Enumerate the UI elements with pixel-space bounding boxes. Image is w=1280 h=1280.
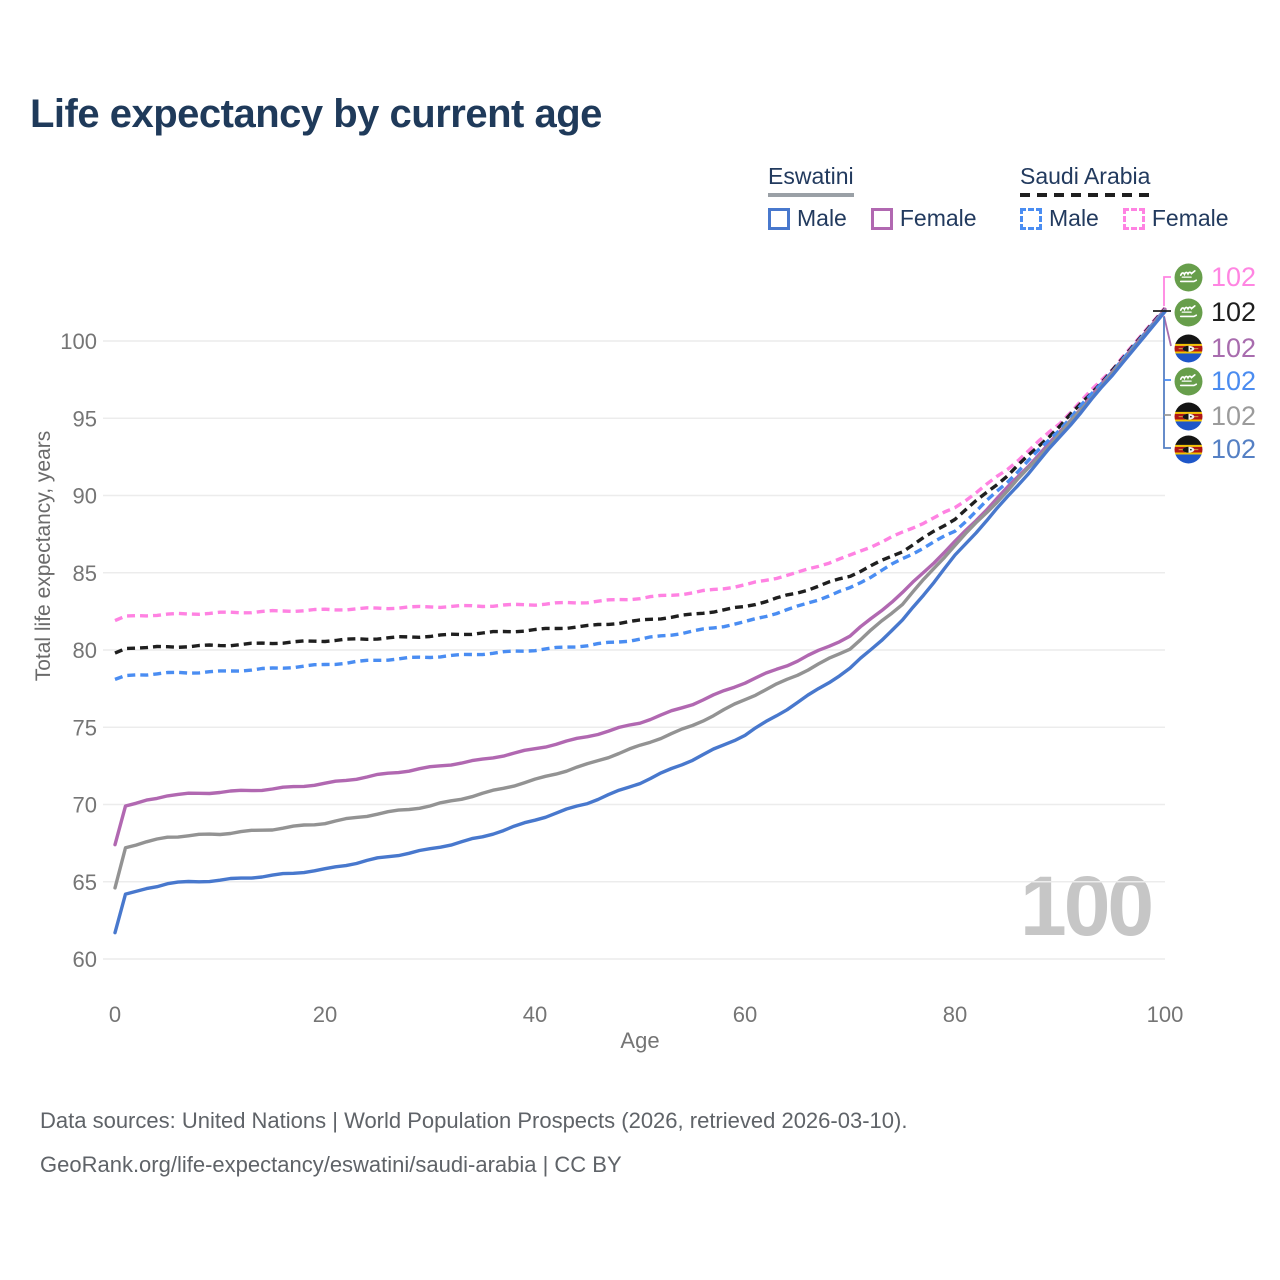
legend-item-saudi-arabia-female[interactable]: Female [1122,205,1229,232]
flag-icon-eswatini [1174,402,1203,430]
legend-country-saudi-arabia-label: Saudi Arabia [1020,163,1151,189]
x-tick-label: 0 [109,1002,121,1027]
end-value: 102 [1211,261,1257,292]
x-tick-label: 100 [1147,1002,1184,1027]
legend-item-label: Female [1151,205,1229,231]
end-value: 102 [1211,296,1257,327]
x-axis-title: Age [620,1028,660,1053]
y-tick-label: 70 [73,793,97,818]
end-value: 102 [1211,365,1257,396]
end-label-row-eswatini-total: 102 [1174,401,1256,431]
legend-item-eswatini-female[interactable]: Female [870,205,977,232]
legend-item-saudi-arabia-male[interactable]: Male [1020,205,1099,232]
page-title: Life expectancy by current age [30,92,602,136]
legend-item-label: Female [899,205,977,231]
data-sources-text: Data sources: United Nations | World Pop… [40,1108,908,1133]
end-value: 102 [1211,433,1257,464]
legend-item-eswatini-male[interactable]: Male [768,205,847,232]
end-label-row-eswatini-female: 102 [1174,333,1256,363]
x-tick-label: 80 [943,1002,967,1027]
series-line-saudi-arabia-male [114,308,1167,681]
legend-swatch-saudi-arabia-male[interactable] [1020,207,1042,230]
series-line-saudi-arabia-total [114,307,1167,655]
x-tick-label: 20 [313,1002,337,1027]
legend-swatch-saudi-arabia-female[interactable] [1122,207,1145,230]
legend-swatch-eswatini-male[interactable] [768,207,790,230]
series-line-eswatini-male [113,309,1167,935]
legend-country-eswatini: Eswatini [768,163,854,197]
end-value: 102 [1211,332,1257,363]
end-label-row-eswatini-male: 102 [1174,434,1256,464]
end-value: 102 [1211,400,1257,431]
legend-item-label: Male [797,205,847,231]
end-label-row-saudi-arabia-total: 102 [1174,297,1256,327]
flag-icon-eswatini [1174,334,1203,362]
series-line-saudi-arabia-female [114,306,1167,623]
y-tick-label: 90 [73,484,97,509]
age-watermark: 100 [1020,859,1154,953]
end-label-row-saudi-arabia-male: 102 [1174,366,1256,396]
label-connector [1163,317,1171,449]
attribution-link[interactable]: GeoRank.org/life-expectancy/eswatini/sau… [40,1152,622,1177]
y-tick-label: 75 [73,715,97,740]
legend-country-eswatini-label: Eswatini [768,163,854,189]
legend-swatch-eswatini-female[interactable] [870,207,893,230]
y-tick-label: 80 [73,638,97,663]
y-tick-label: 60 [73,947,97,972]
flag-icon-eswatini [1174,435,1203,463]
end-label-row-saudi-arabia-female: 102 [1174,262,1256,292]
flag-icon-saudi-arabia [1174,263,1203,291]
legend-group-eswatini: Eswatini Male Female [768,163,977,232]
legend-item-label: Male [1049,205,1099,231]
y-tick-label: 85 [73,561,97,586]
y-tick-label: 65 [73,870,97,895]
flag-icon-saudi-arabia [1174,367,1203,395]
flag-icon-saudi-arabia [1174,298,1203,326]
y-tick-label: 100 [60,329,97,354]
series-line-eswatini-total [113,309,1167,890]
x-tick-label: 60 [733,1002,757,1027]
legend-country-saudi-arabia: Saudi Arabia [1020,163,1151,197]
legend-group-saudi-arabia: Saudi Arabia Male Female [1020,163,1229,232]
saudi-arabia-line-style-sample [1020,193,1151,197]
y-tick-label: 95 [73,406,97,431]
label-connector [1163,276,1171,306]
x-tick-label: 40 [523,1002,547,1027]
label-connector [1163,315,1172,347]
eswatini-line-style-sample [768,193,854,197]
y-axis-title: Total life expectancy, years [32,430,55,682]
series-line-eswatini-female [113,307,1167,847]
footer: Data sources: United Nations | World Pop… [40,1108,907,1196]
